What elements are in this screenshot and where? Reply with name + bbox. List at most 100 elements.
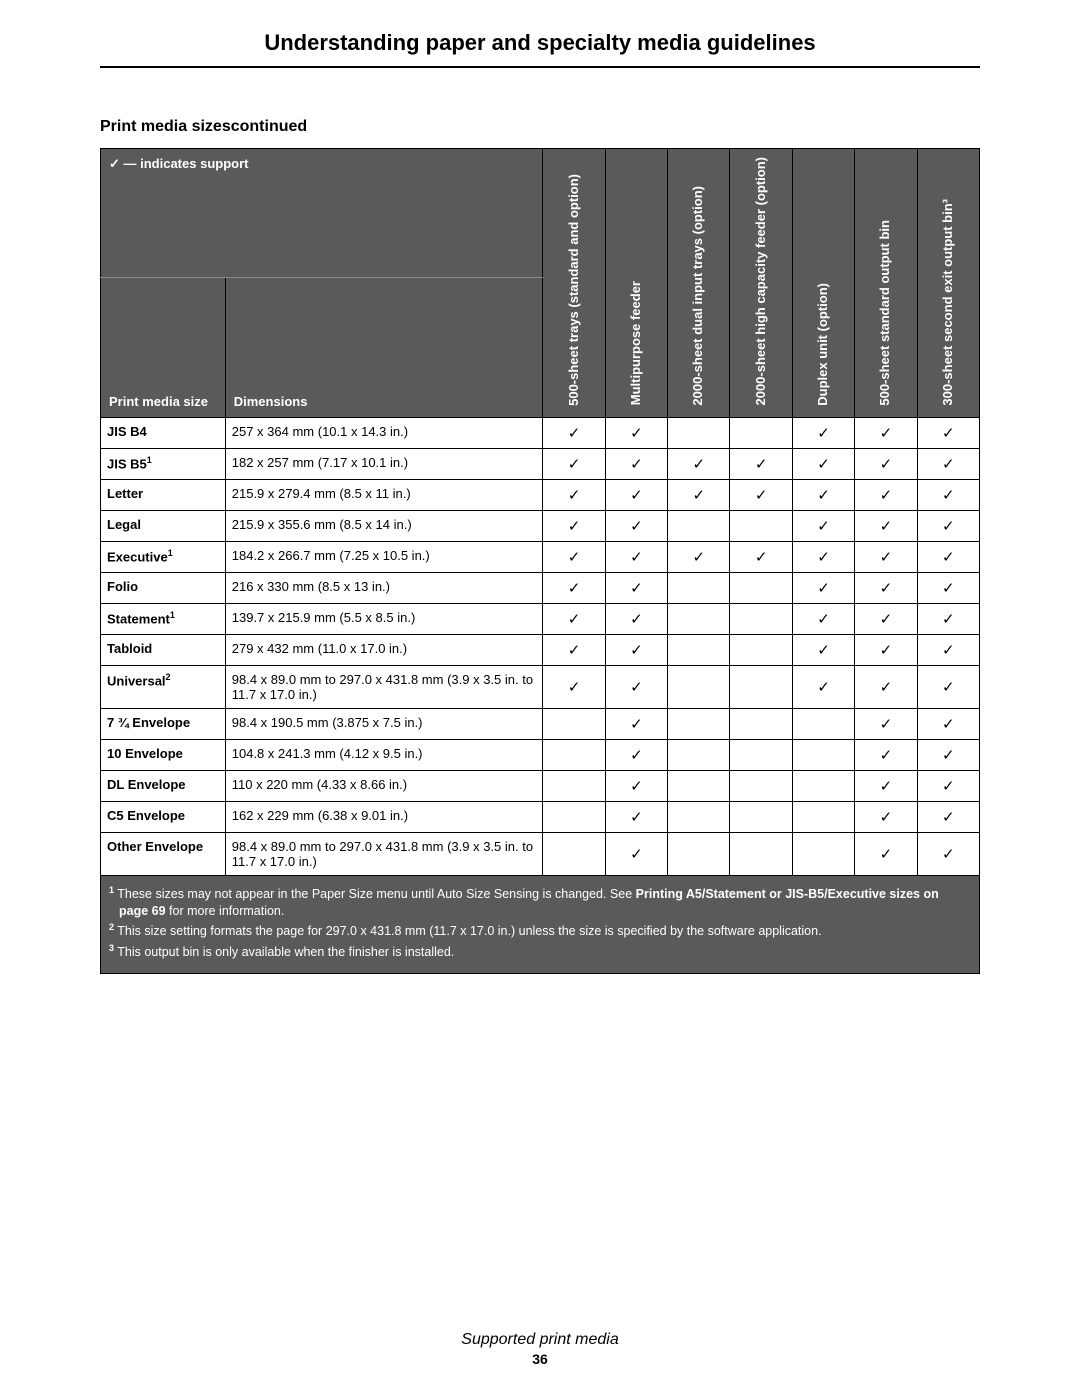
footnote-3: 3 This output bin is only available when…	[109, 942, 971, 961]
size-cell: JIS B51	[101, 448, 226, 479]
check-cell	[730, 634, 792, 665]
check-cell	[668, 832, 730, 875]
table-row: 10 Envelope104.8 x 241.3 mm (4.12 x 9.5 …	[101, 739, 980, 770]
check-cell: ✓	[855, 832, 917, 875]
col-hdr-4-label: Duplex unit (option)	[816, 275, 831, 414]
dim-cell: 184.2 x 266.7 mm (7.25 x 10.5 in.)	[225, 541, 543, 572]
check-cell: ✓	[855, 572, 917, 603]
check-cell: ✓	[605, 417, 667, 448]
check-cell: ✓	[543, 603, 605, 634]
dim-cell: 98.4 x 190.5 mm (3.875 x 7.5 in.)	[225, 708, 543, 739]
col-hdr-0-label: 500-sheet trays (standard and option)	[567, 166, 582, 414]
check-cell	[543, 770, 605, 801]
check-cell: ✓	[605, 665, 667, 708]
size-sup: 1	[170, 610, 175, 620]
table-row: Letter215.9 x 279.4 mm (8.5 x 11 in.)✓✓✓…	[101, 479, 980, 510]
check-cell	[792, 770, 854, 801]
check-cell	[668, 665, 730, 708]
footnote-2t: This size setting formats the page for 2…	[117, 925, 821, 939]
size-name: Tabloid	[107, 641, 152, 656]
size-name: 10 Envelope	[107, 746, 183, 761]
table-row: 7 ¾ Envelope98.4 x 190.5 mm (3.875 x 7.5…	[101, 708, 980, 739]
check-cell	[730, 770, 792, 801]
check-cell	[668, 634, 730, 665]
page-footer: Supported print media 36	[0, 1331, 1080, 1367]
col-hdr-1: Multipurpose feeder	[605, 149, 667, 418]
check-cell: ✓	[917, 665, 979, 708]
table-body: JIS B4257 x 364 mm (10.1 x 14.3 in.)✓✓✓✓…	[101, 417, 980, 875]
check-cell: ✓	[792, 448, 854, 479]
check-cell: ✓	[668, 448, 730, 479]
size-cell: DL Envelope	[101, 770, 226, 801]
col-hdr-4: Duplex unit (option)	[792, 149, 854, 418]
check-cell: ✓	[605, 448, 667, 479]
check-cell: ✓	[917, 510, 979, 541]
check-cell	[792, 832, 854, 875]
size-cell: Legal	[101, 510, 226, 541]
check-cell: ✓	[605, 572, 667, 603]
footnote-1: 1 These sizes may not appear in the Pape…	[109, 884, 971, 920]
check-cell: ✓	[855, 770, 917, 801]
check-cell: ✓	[605, 739, 667, 770]
page-title: Understanding paper and specialty media …	[100, 30, 980, 68]
table-row: Executive1184.2 x 266.7 mm (7.25 x 10.5 …	[101, 541, 980, 572]
check-cell: ✓	[605, 801, 667, 832]
table-row: C5 Envelope162 x 229 mm (6.38 x 9.01 in.…	[101, 801, 980, 832]
table-row: JIS B51182 x 257 mm (7.17 x 10.1 in.)✓✓✓…	[101, 448, 980, 479]
check-cell	[543, 739, 605, 770]
size-sup: 1	[168, 548, 173, 558]
check-cell: ✓	[605, 479, 667, 510]
check-cell: ✓	[917, 603, 979, 634]
size-name: Executive	[107, 549, 168, 564]
check-cell	[668, 572, 730, 603]
check-cell	[668, 603, 730, 634]
check-cell: ✓	[792, 572, 854, 603]
check-cell	[543, 708, 605, 739]
check-cell: ✓	[855, 634, 917, 665]
check-cell	[730, 417, 792, 448]
col-hdr-6-label: 300-sheet second exit output bin³	[941, 191, 956, 414]
table-row: Statement1139.7 x 215.9 mm (5.5 x 8.5 in…	[101, 603, 980, 634]
check-cell: ✓	[543, 448, 605, 479]
check-cell: ✓	[730, 479, 792, 510]
check-cell	[668, 770, 730, 801]
col-hdr-3-label: 2000-sheet high capacity feeder (option)	[754, 149, 769, 414]
check-cell	[730, 603, 792, 634]
section-title: Print media sizescontinued	[100, 118, 980, 136]
col-hdr-0: 500-sheet trays (standard and option)	[543, 149, 605, 418]
size-header: Print media size	[101, 277, 226, 417]
check-cell: ✓	[855, 665, 917, 708]
check-cell	[668, 417, 730, 448]
check-cell: ✓	[543, 541, 605, 572]
check-cell	[730, 510, 792, 541]
check-cell: ✓	[855, 708, 917, 739]
check-cell: ✓	[605, 541, 667, 572]
check-cell	[792, 801, 854, 832]
check-cell: ✓	[730, 448, 792, 479]
col-hdr-3: 2000-sheet high capacity feeder (option)	[730, 149, 792, 418]
footnote-1a: These sizes may not appear in the Paper …	[117, 887, 635, 901]
dim-cell: 215.9 x 355.6 mm (8.5 x 14 in.)	[225, 510, 543, 541]
check-cell: ✓	[917, 541, 979, 572]
dim-cell: 215.9 x 279.4 mm (8.5 x 11 in.)	[225, 479, 543, 510]
check-cell	[668, 510, 730, 541]
size-cell: Statement1	[101, 603, 226, 634]
size-cell: Other Envelope	[101, 832, 226, 875]
table-row: DL Envelope110 x 220 mm (4.33 x 8.66 in.…	[101, 770, 980, 801]
check-cell: ✓	[792, 510, 854, 541]
size-name: JIS B5	[107, 456, 147, 471]
check-cell: ✓	[917, 417, 979, 448]
dim-cell: 182 x 257 mm (7.17 x 10.1 in.)	[225, 448, 543, 479]
check-cell: ✓	[917, 479, 979, 510]
check-cell: ✓	[855, 479, 917, 510]
col-hdr-2-label: 2000-sheet dual input trays (option)	[691, 178, 706, 414]
check-cell: ✓	[605, 708, 667, 739]
check-cell: ✓	[668, 541, 730, 572]
size-name: Other Envelope	[107, 839, 203, 854]
page-number: 36	[0, 1351, 1080, 1367]
check-cell: ✓	[792, 417, 854, 448]
check-cell: ✓	[605, 603, 667, 634]
size-cell: Executive1	[101, 541, 226, 572]
footnote-2: 2 This size setting formats the page for…	[109, 921, 971, 940]
size-cell: 7 ¾ Envelope	[101, 708, 226, 739]
